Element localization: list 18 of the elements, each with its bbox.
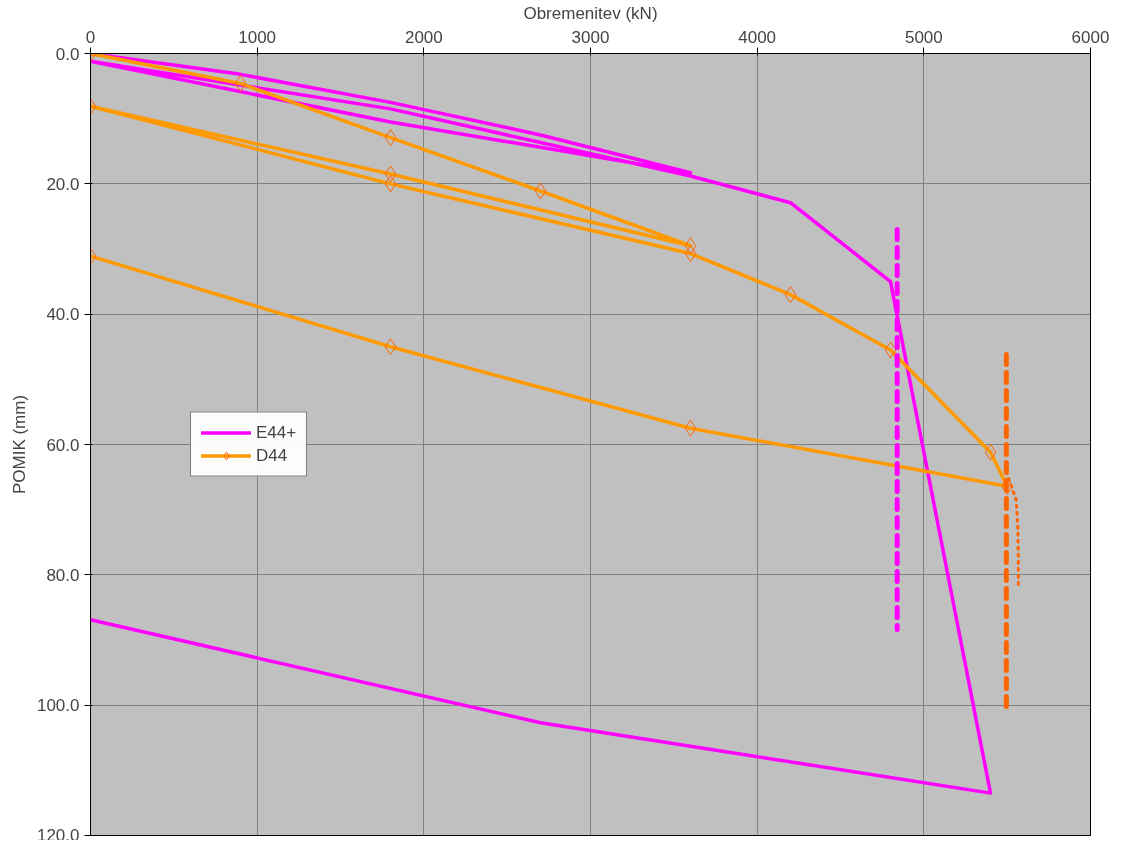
y-tick-label: 60.0 [46,435,80,455]
x-tick-label: 6000 [1071,27,1110,47]
y-tick-label: 40.0 [46,305,80,325]
y-tick-label: 20.0 [46,174,80,194]
legend-label: E44+ [256,422,297,443]
x-tick-label: 2000 [404,27,443,47]
x-axis-title: Obremenitev (kN) [523,3,658,23]
y-tick-label: 100.0 [36,696,80,716]
x-tick-label: 3000 [571,27,610,47]
y-axis-title: POMIK (mm) [9,394,29,495]
x-tick-label: 1000 [238,27,277,47]
y-tick-label: 0.0 [55,44,80,64]
x-tick-label: 4000 [738,27,777,47]
y-tick-label: 80.0 [46,565,80,585]
x-tick-label: 0 [85,27,96,47]
y-tick-label: 120.0 [36,825,80,845]
x-tick-label: 5000 [904,27,943,47]
legend-label: D44 [256,445,288,466]
